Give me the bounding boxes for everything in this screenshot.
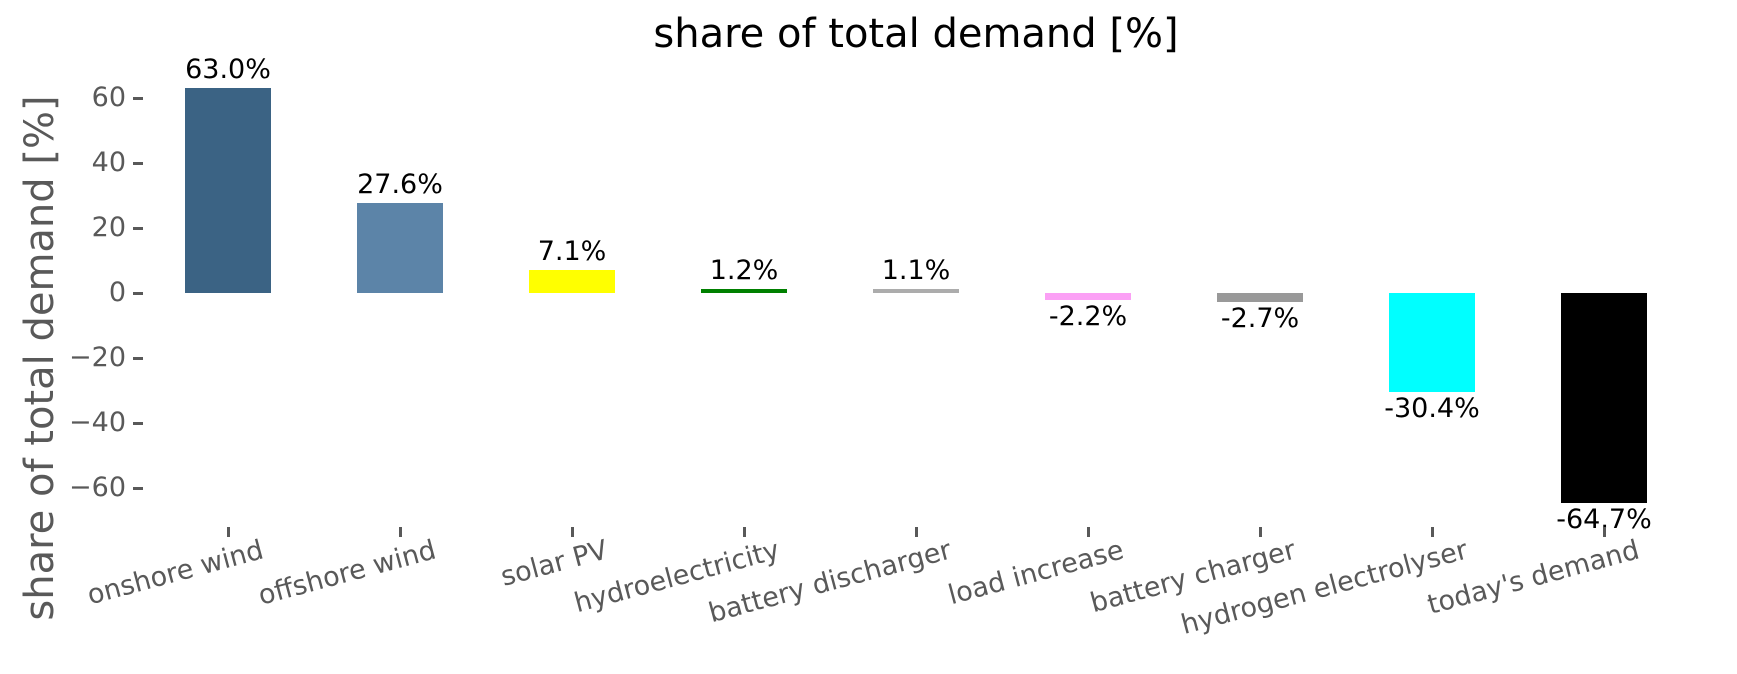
bar: [357, 203, 443, 293]
y-tick-mark: [133, 422, 143, 425]
y-tick-mark: [133, 292, 143, 295]
x-tick-mark: [743, 527, 746, 537]
y-tick-mark: [133, 162, 143, 165]
y-tick-mark: [133, 357, 143, 360]
x-tick-label: onshore wind: [84, 534, 267, 612]
x-tick-mark: [1603, 527, 1606, 537]
bar-value-label: 1.2%: [709, 255, 779, 286]
y-tick-label: 60: [91, 82, 126, 113]
bar: [1217, 293, 1303, 302]
bar-value-label: -30.4%: [1384, 393, 1480, 424]
y-tick-label: −60: [69, 472, 126, 503]
bar-value-label: 1.1%: [881, 255, 951, 286]
bar-value-label: 27.6%: [357, 169, 443, 200]
x-tick-mark: [227, 527, 230, 537]
bar: [1045, 293, 1131, 300]
x-tick-mark: [915, 527, 918, 537]
y-tick-mark: [133, 487, 143, 490]
bar-value-label: 7.1%: [537, 236, 607, 267]
y-tick-label: −20: [69, 342, 126, 373]
y-tick-mark: [133, 97, 143, 100]
x-tick-mark: [1259, 527, 1262, 537]
chart-title: share of total demand [%]: [653, 11, 1179, 57]
bar-value-label: -2.7%: [1220, 303, 1300, 334]
x-tick-mark: [399, 527, 402, 537]
bar: [185, 88, 271, 293]
bar: [529, 270, 615, 293]
x-tick-label: hydrogen electrolyser: [1177, 534, 1471, 641]
y-tick-mark: [133, 227, 143, 230]
bar: [1389, 293, 1475, 392]
x-tick-mark: [1431, 527, 1434, 537]
bar-value-label: 63.0%: [185, 54, 271, 85]
bar: [701, 289, 787, 293]
y-tick-label: 20: [91, 212, 126, 243]
x-tick-label: offshore wind: [254, 534, 439, 612]
x-tick-mark: [1087, 527, 1090, 537]
bar: [1561, 293, 1647, 503]
bar-value-label: -2.2%: [1048, 301, 1128, 332]
y-tick-label: 0: [108, 277, 126, 308]
y-tick-label: 40: [91, 147, 126, 178]
y-tick-label: −40: [69, 407, 126, 438]
x-tick-mark: [571, 527, 574, 537]
bar: [873, 289, 959, 293]
